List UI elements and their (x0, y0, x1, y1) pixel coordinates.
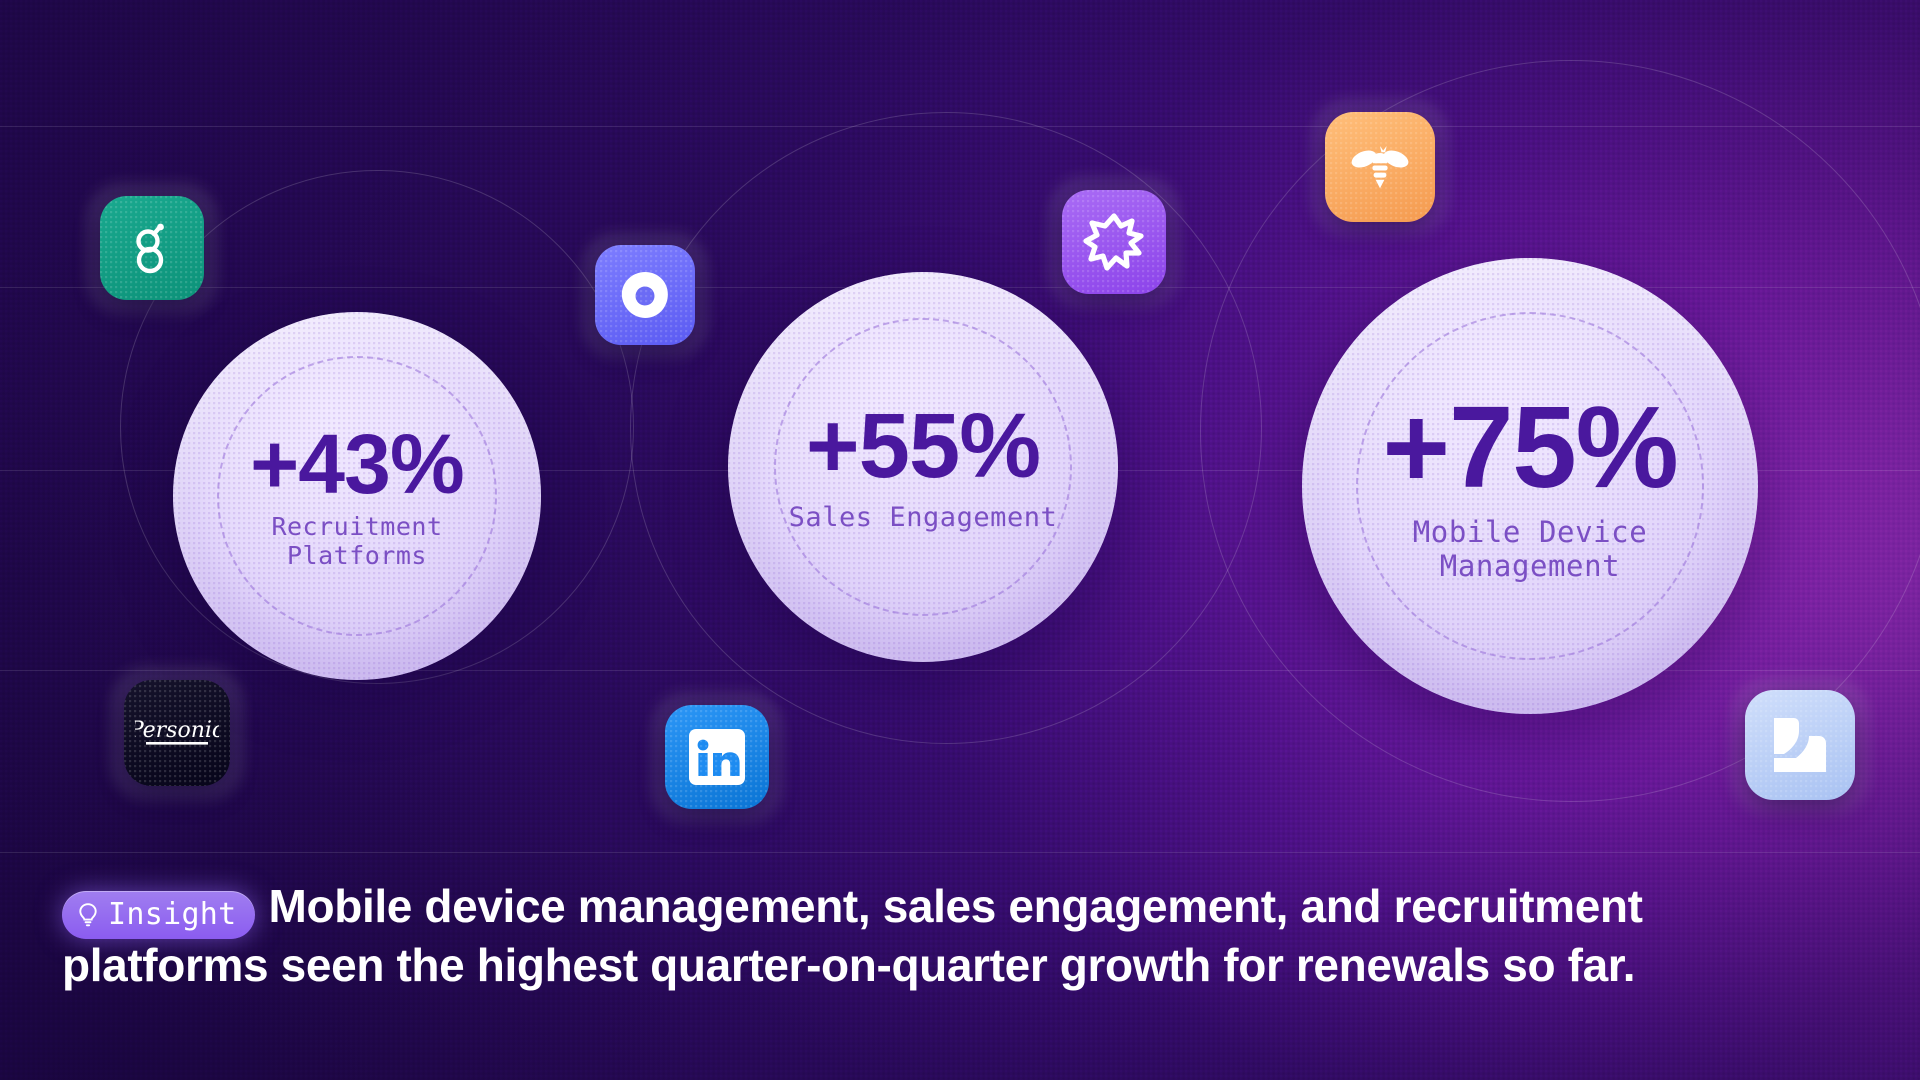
jamf-icon (1745, 690, 1855, 800)
insight-caption-text-wrapper: Insight Mobile device management, sales e… (62, 880, 1852, 993)
app-icon-greenhouse[interactable] (86, 182, 218, 314)
app-icon-personio[interactable]: Personio (110, 666, 244, 800)
stat-value: +55% (805, 395, 1041, 498)
insight-caption-text: Mobile device management, sales engageme… (62, 880, 1643, 992)
stat-label-line1: Sales Engagement (788, 502, 1058, 534)
stat-bubble-mobile-device-management: +75% Mobile Device Management (1302, 258, 1758, 714)
app-icon-jamf[interactable] (1730, 675, 1870, 815)
guide-line (0, 852, 1920, 853)
stat-label: Mobile Device Management (1413, 515, 1648, 583)
svg-text:Personio: Personio (135, 718, 219, 743)
stat-bubble-recruitment-platforms: +43% Recruitment Platforms (173, 312, 541, 680)
gong-starburst-icon (1062, 190, 1166, 294)
stat-value: +75% (1382, 381, 1678, 512)
app-icon-gong[interactable] (1048, 176, 1180, 308)
stat-label: Sales Engagement (789, 502, 1058, 534)
stat-bubble-sales-engagement: +55% Sales Engagement (728, 272, 1118, 662)
personio-icon: Personio (124, 680, 230, 786)
greenhouse-icon (100, 196, 204, 300)
guide-line (0, 670, 1920, 671)
stat-label-line2: Management (1439, 549, 1621, 583)
stat-label-line1: Mobile Device (1412, 514, 1648, 549)
lightbulb-icon (77, 902, 99, 928)
insight-caption-block: Insight Mobile device management, sales e… (62, 880, 1852, 993)
outreach-pin-icon (595, 245, 695, 345)
app-icon-linkedin[interactable] (651, 691, 783, 823)
bee-icon (1325, 112, 1435, 222)
stat-label-line1: Recruitment (271, 511, 443, 541)
insight-badge: Insight (62, 890, 255, 940)
guide-line (0, 126, 1920, 127)
stat-label: Recruitment Platforms (271, 512, 442, 571)
linkedin-icon (665, 705, 769, 809)
stat-label-line2: Platforms (287, 541, 427, 570)
app-icon-outreach[interactable] (582, 232, 708, 358)
app-icon-hive[interactable] (1310, 97, 1450, 237)
stat-value: +43% (250, 416, 465, 511)
insight-badge-label: Insight (108, 896, 237, 932)
